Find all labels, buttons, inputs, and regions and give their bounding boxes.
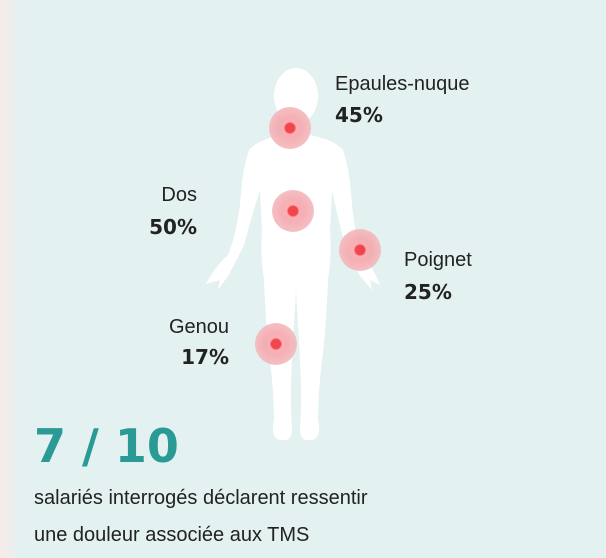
edge	[0, 0, 20, 558]
callout-label: Poignet	[404, 249, 472, 271]
caption-line: salariés interrogés déclarent ressentir	[34, 487, 368, 509]
callout-value: 50%	[149, 215, 197, 239]
callout-value: 17%	[181, 345, 229, 369]
pain-spot	[272, 190, 314, 232]
pain-spot	[269, 107, 311, 149]
callout-value: 45%	[335, 103, 383, 127]
headline: 7 / 10	[34, 419, 179, 473]
callout-value: 25%	[404, 280, 452, 304]
pain-spot	[339, 229, 381, 271]
infographic: Epaules-nuque 45% Dos 50% Poignet 25% Genou 17%…	[0, 0, 606, 558]
pain-spot	[255, 323, 297, 365]
callout-label: Genou	[169, 316, 229, 338]
callout-label: Dos	[161, 184, 197, 206]
caption-line: une douleur associée aux TMS	[34, 524, 309, 546]
callout-label: Epaules-nuque	[335, 73, 470, 95]
